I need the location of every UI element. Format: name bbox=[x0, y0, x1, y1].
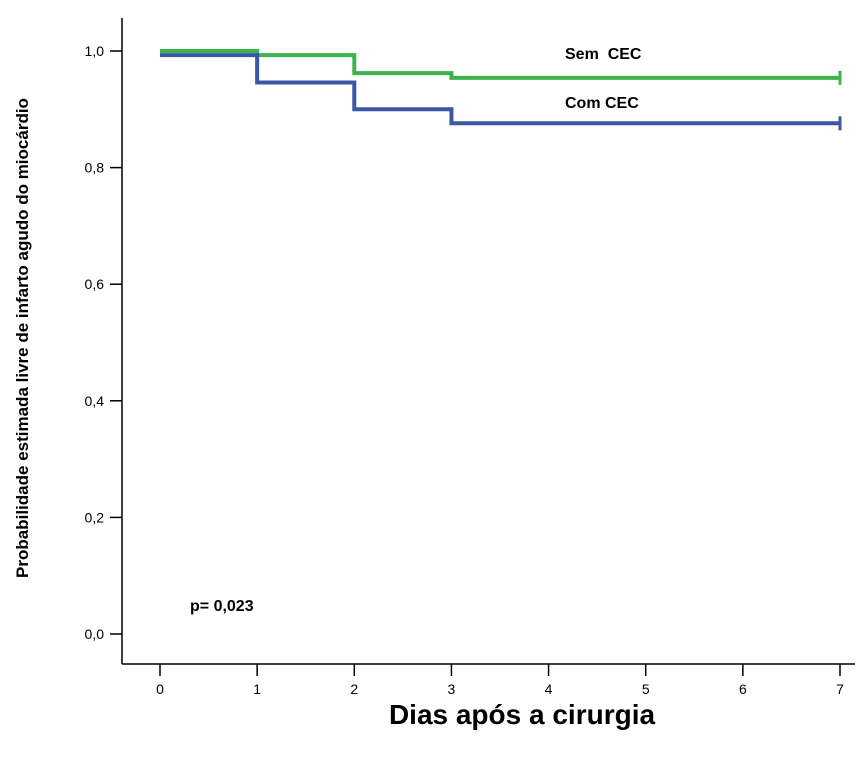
y-axis-label: Probabilidade estimada livre de infarto … bbox=[13, 98, 32, 578]
y-tick-label: 0,8 bbox=[85, 160, 105, 176]
series-lines bbox=[160, 49, 842, 131]
series-labels: Sem CEC Com CEC bbox=[565, 46, 642, 112]
x-tick-label: 2 bbox=[350, 681, 358, 697]
series-line-com-cec bbox=[160, 53, 840, 126]
x-tick-label: 4 bbox=[545, 681, 553, 697]
series-label-sem-cec: Sem CEC bbox=[565, 46, 642, 63]
x-tick-label: 7 bbox=[836, 681, 844, 697]
y-tick-label: 0,4 bbox=[85, 393, 105, 409]
p-value-annotation: p= 0,023 bbox=[190, 598, 254, 615]
x-axis-label: Dias após a cirurgia bbox=[389, 699, 656, 730]
x-tick-label: 0 bbox=[156, 681, 164, 697]
series-line-sem-cec bbox=[160, 49, 840, 80]
y-tick-label: 0,2 bbox=[85, 509, 105, 525]
x-ticks: 0 1 2 3 4 5 6 7 bbox=[156, 664, 844, 697]
x-tick-label: 3 bbox=[448, 681, 456, 697]
axes bbox=[121, 18, 855, 665]
y-tick-label: 0,6 bbox=[85, 276, 105, 292]
x-tick-label: 6 bbox=[739, 681, 747, 697]
y-tick-label: 0,0 bbox=[85, 626, 105, 642]
x-tick-label: 5 bbox=[642, 681, 650, 697]
x-tick-label: 1 bbox=[253, 681, 261, 697]
y-tick-label: 1,0 bbox=[85, 43, 105, 59]
series-label-com-cec: Com CEC bbox=[565, 95, 639, 112]
y-ticks: 0,0 0,2 0,4 0,6 0,8 1,0 bbox=[85, 43, 122, 642]
